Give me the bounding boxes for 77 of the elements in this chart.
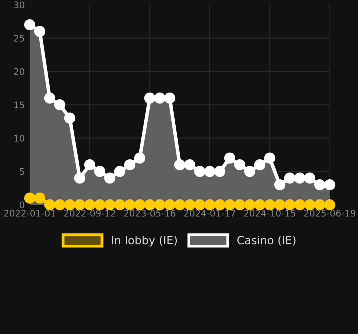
point bbox=[294, 172, 306, 184]
point bbox=[234, 199, 246, 211]
point bbox=[54, 199, 66, 211]
y-tick-label: 10 bbox=[14, 135, 25, 142]
point bbox=[144, 92, 156, 104]
y-tick-label: 5 bbox=[20, 168, 24, 176]
point bbox=[264, 199, 276, 211]
point bbox=[284, 172, 296, 184]
point bbox=[324, 199, 336, 211]
y-tick-label: 0 bbox=[20, 202, 25, 209]
point bbox=[124, 199, 136, 211]
point bbox=[24, 192, 36, 204]
point bbox=[44, 92, 56, 104]
point bbox=[194, 166, 206, 178]
point bbox=[44, 199, 56, 211]
point bbox=[84, 159, 96, 171]
point bbox=[304, 199, 316, 211]
point bbox=[224, 152, 236, 164]
point bbox=[124, 159, 136, 171]
point bbox=[64, 199, 76, 211]
point bbox=[24, 19, 36, 31]
point bbox=[94, 166, 106, 178]
point bbox=[104, 199, 116, 211]
point bbox=[164, 92, 176, 104]
point bbox=[164, 199, 176, 211]
point bbox=[244, 166, 256, 178]
point bbox=[174, 199, 186, 211]
point bbox=[304, 172, 316, 184]
point bbox=[194, 199, 206, 211]
x-tick-label: 2025-06-19 bbox=[304, 210, 356, 217]
point bbox=[254, 199, 266, 211]
point bbox=[144, 199, 156, 211]
point bbox=[314, 199, 326, 211]
y-tick-label: 15 bbox=[14, 102, 24, 109]
point bbox=[204, 199, 216, 211]
point bbox=[174, 159, 186, 171]
point bbox=[264, 152, 276, 164]
point bbox=[214, 166, 226, 178]
point bbox=[314, 179, 326, 191]
y-tick-label: 20 bbox=[14, 68, 25, 76]
point bbox=[184, 159, 196, 171]
x-tick-label: 2024-10-15 bbox=[244, 210, 296, 217]
point bbox=[274, 179, 286, 191]
point bbox=[114, 199, 126, 211]
point bbox=[214, 199, 226, 211]
point bbox=[134, 199, 146, 211]
y-tick-label: 30 bbox=[14, 2, 25, 9]
point bbox=[254, 159, 266, 171]
point bbox=[134, 152, 146, 164]
x-tick-label: 2024-01-17 bbox=[184, 210, 236, 217]
y-tick-label: 25 bbox=[14, 35, 24, 42]
point bbox=[324, 179, 336, 191]
point bbox=[94, 199, 106, 211]
legend-label: Casino (IE) bbox=[238, 236, 296, 246]
point bbox=[64, 112, 76, 124]
point bbox=[284, 199, 296, 211]
point bbox=[294, 199, 306, 211]
point bbox=[204, 166, 216, 178]
x-tick-label: 2023-05-16 bbox=[124, 210, 176, 217]
point bbox=[74, 199, 86, 211]
point bbox=[34, 26, 46, 38]
point bbox=[84, 199, 96, 211]
point bbox=[114, 166, 126, 178]
x-tick-label: 2022-01-01 bbox=[4, 210, 56, 217]
legend-label: In lobby (IE) bbox=[112, 236, 178, 247]
point bbox=[34, 192, 46, 204]
point bbox=[234, 159, 246, 171]
point bbox=[74, 172, 86, 184]
x-tick-label: 2022-09-12 bbox=[64, 210, 116, 217]
point bbox=[154, 92, 166, 104]
point bbox=[274, 199, 286, 211]
point bbox=[154, 199, 166, 211]
point bbox=[184, 199, 196, 211]
point bbox=[244, 199, 256, 211]
point bbox=[54, 99, 66, 111]
point bbox=[224, 199, 236, 211]
point bbox=[104, 172, 116, 184]
